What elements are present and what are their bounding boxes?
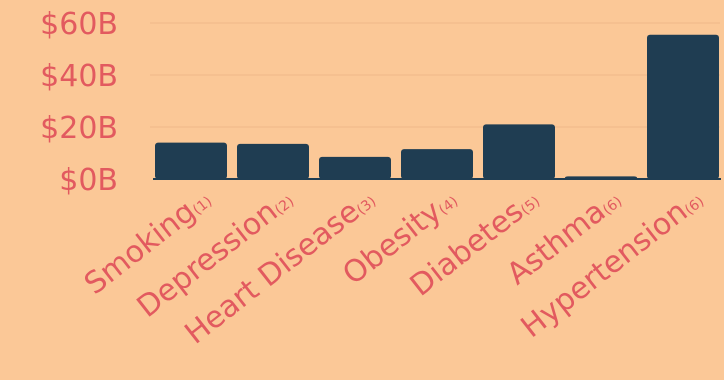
bar-smoking xyxy=(155,142,227,179)
gridlines xyxy=(150,22,720,128)
bar-hypertension xyxy=(647,34,719,180)
y-tick-label: $20B xyxy=(40,111,118,146)
bar-diabetes xyxy=(483,124,555,179)
y-tick-label: $40B xyxy=(40,59,118,94)
y-axis-ticks: $0B $20B $40B $60B xyxy=(40,7,118,198)
y-tick-label: $0B xyxy=(59,163,118,198)
bar-obesity xyxy=(401,149,473,179)
bar-heart-disease xyxy=(319,156,391,179)
bar-depression xyxy=(237,143,309,179)
y-tick-label: $60B xyxy=(40,7,118,42)
x-axis-ticks: Smoking(1)Depression(2)Heart Disease(3)O… xyxy=(78,194,707,352)
bars xyxy=(155,34,719,180)
